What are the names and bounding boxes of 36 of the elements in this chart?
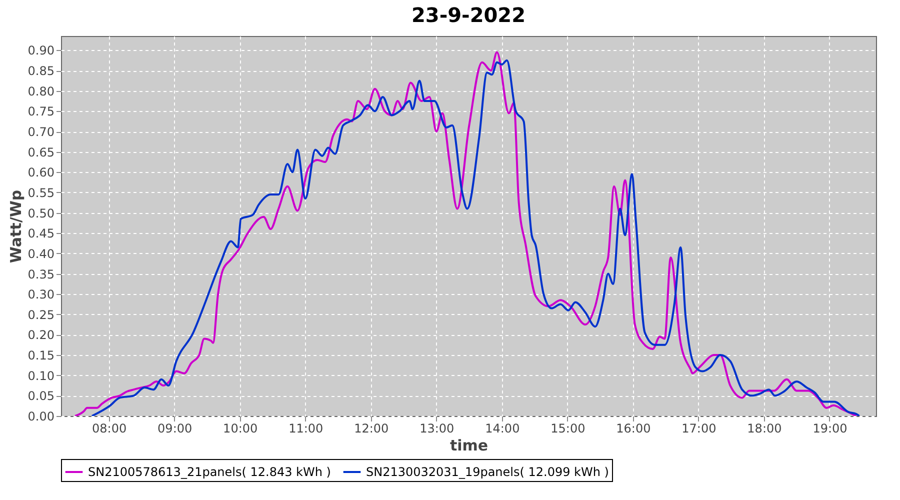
y-tick-label: 0.35 bbox=[28, 267, 54, 282]
y-tick-label: 0.45 bbox=[28, 226, 54, 241]
y-axis-title: Watt/Wp bbox=[6, 190, 25, 264]
y-tick-label: 0.55 bbox=[28, 186, 54, 200]
x-tick-label: 09:00 bbox=[158, 422, 192, 436]
x-tick-label: 18:00 bbox=[747, 422, 782, 436]
y-tick-label: 0.30 bbox=[28, 288, 54, 302]
y-tick-label: 0.40 bbox=[28, 246, 54, 261]
y-tick-label: 0.85 bbox=[28, 64, 54, 78]
y-tick-label: 0.50 bbox=[28, 206, 54, 220]
x-tick-label: 12:00 bbox=[354, 422, 389, 436]
legend-label: SN2130032031_19panels( 12.099 kWh ) bbox=[366, 465, 609, 479]
x-tick-label: 16:00 bbox=[616, 422, 651, 436]
y-tick-label: 0.10 bbox=[28, 368, 54, 383]
y-tick-label: 0.90 bbox=[28, 44, 54, 58]
chart-title: 23-9-2022 bbox=[411, 3, 526, 27]
y-tick-label: 0.20 bbox=[28, 328, 54, 342]
x-axis-title: time bbox=[450, 436, 488, 454]
x-tick-label: 15:00 bbox=[550, 422, 586, 436]
y-tick-label: 0.75 bbox=[28, 104, 54, 119]
y-tick-label: 0.70 bbox=[28, 125, 54, 140]
y-tick-label: 0.15 bbox=[28, 348, 54, 363]
x-tick-label: 14:00 bbox=[485, 422, 520, 436]
x-tick-label: 13:00 bbox=[420, 422, 454, 436]
x-tick-label: 10:00 bbox=[223, 422, 258, 436]
y-tick-label: 0.80 bbox=[28, 84, 54, 98]
x-tick-label: 11:00 bbox=[288, 422, 324, 436]
x-tick-label: 19:00 bbox=[812, 422, 848, 436]
legend-label: SN2100578613_21panels( 12.843 kWh ) bbox=[88, 465, 331, 479]
x-tick-label: 08:00 bbox=[92, 422, 127, 436]
y-tick-label: 0.60 bbox=[28, 166, 54, 180]
y-tick-label: 0.65 bbox=[28, 145, 54, 160]
y-tick-label: 0.05 bbox=[28, 389, 54, 404]
y-tick-label: 0.00 bbox=[28, 410, 54, 424]
x-tick-label: 17:00 bbox=[682, 422, 716, 436]
y-tick-label: 0.25 bbox=[28, 308, 54, 322]
